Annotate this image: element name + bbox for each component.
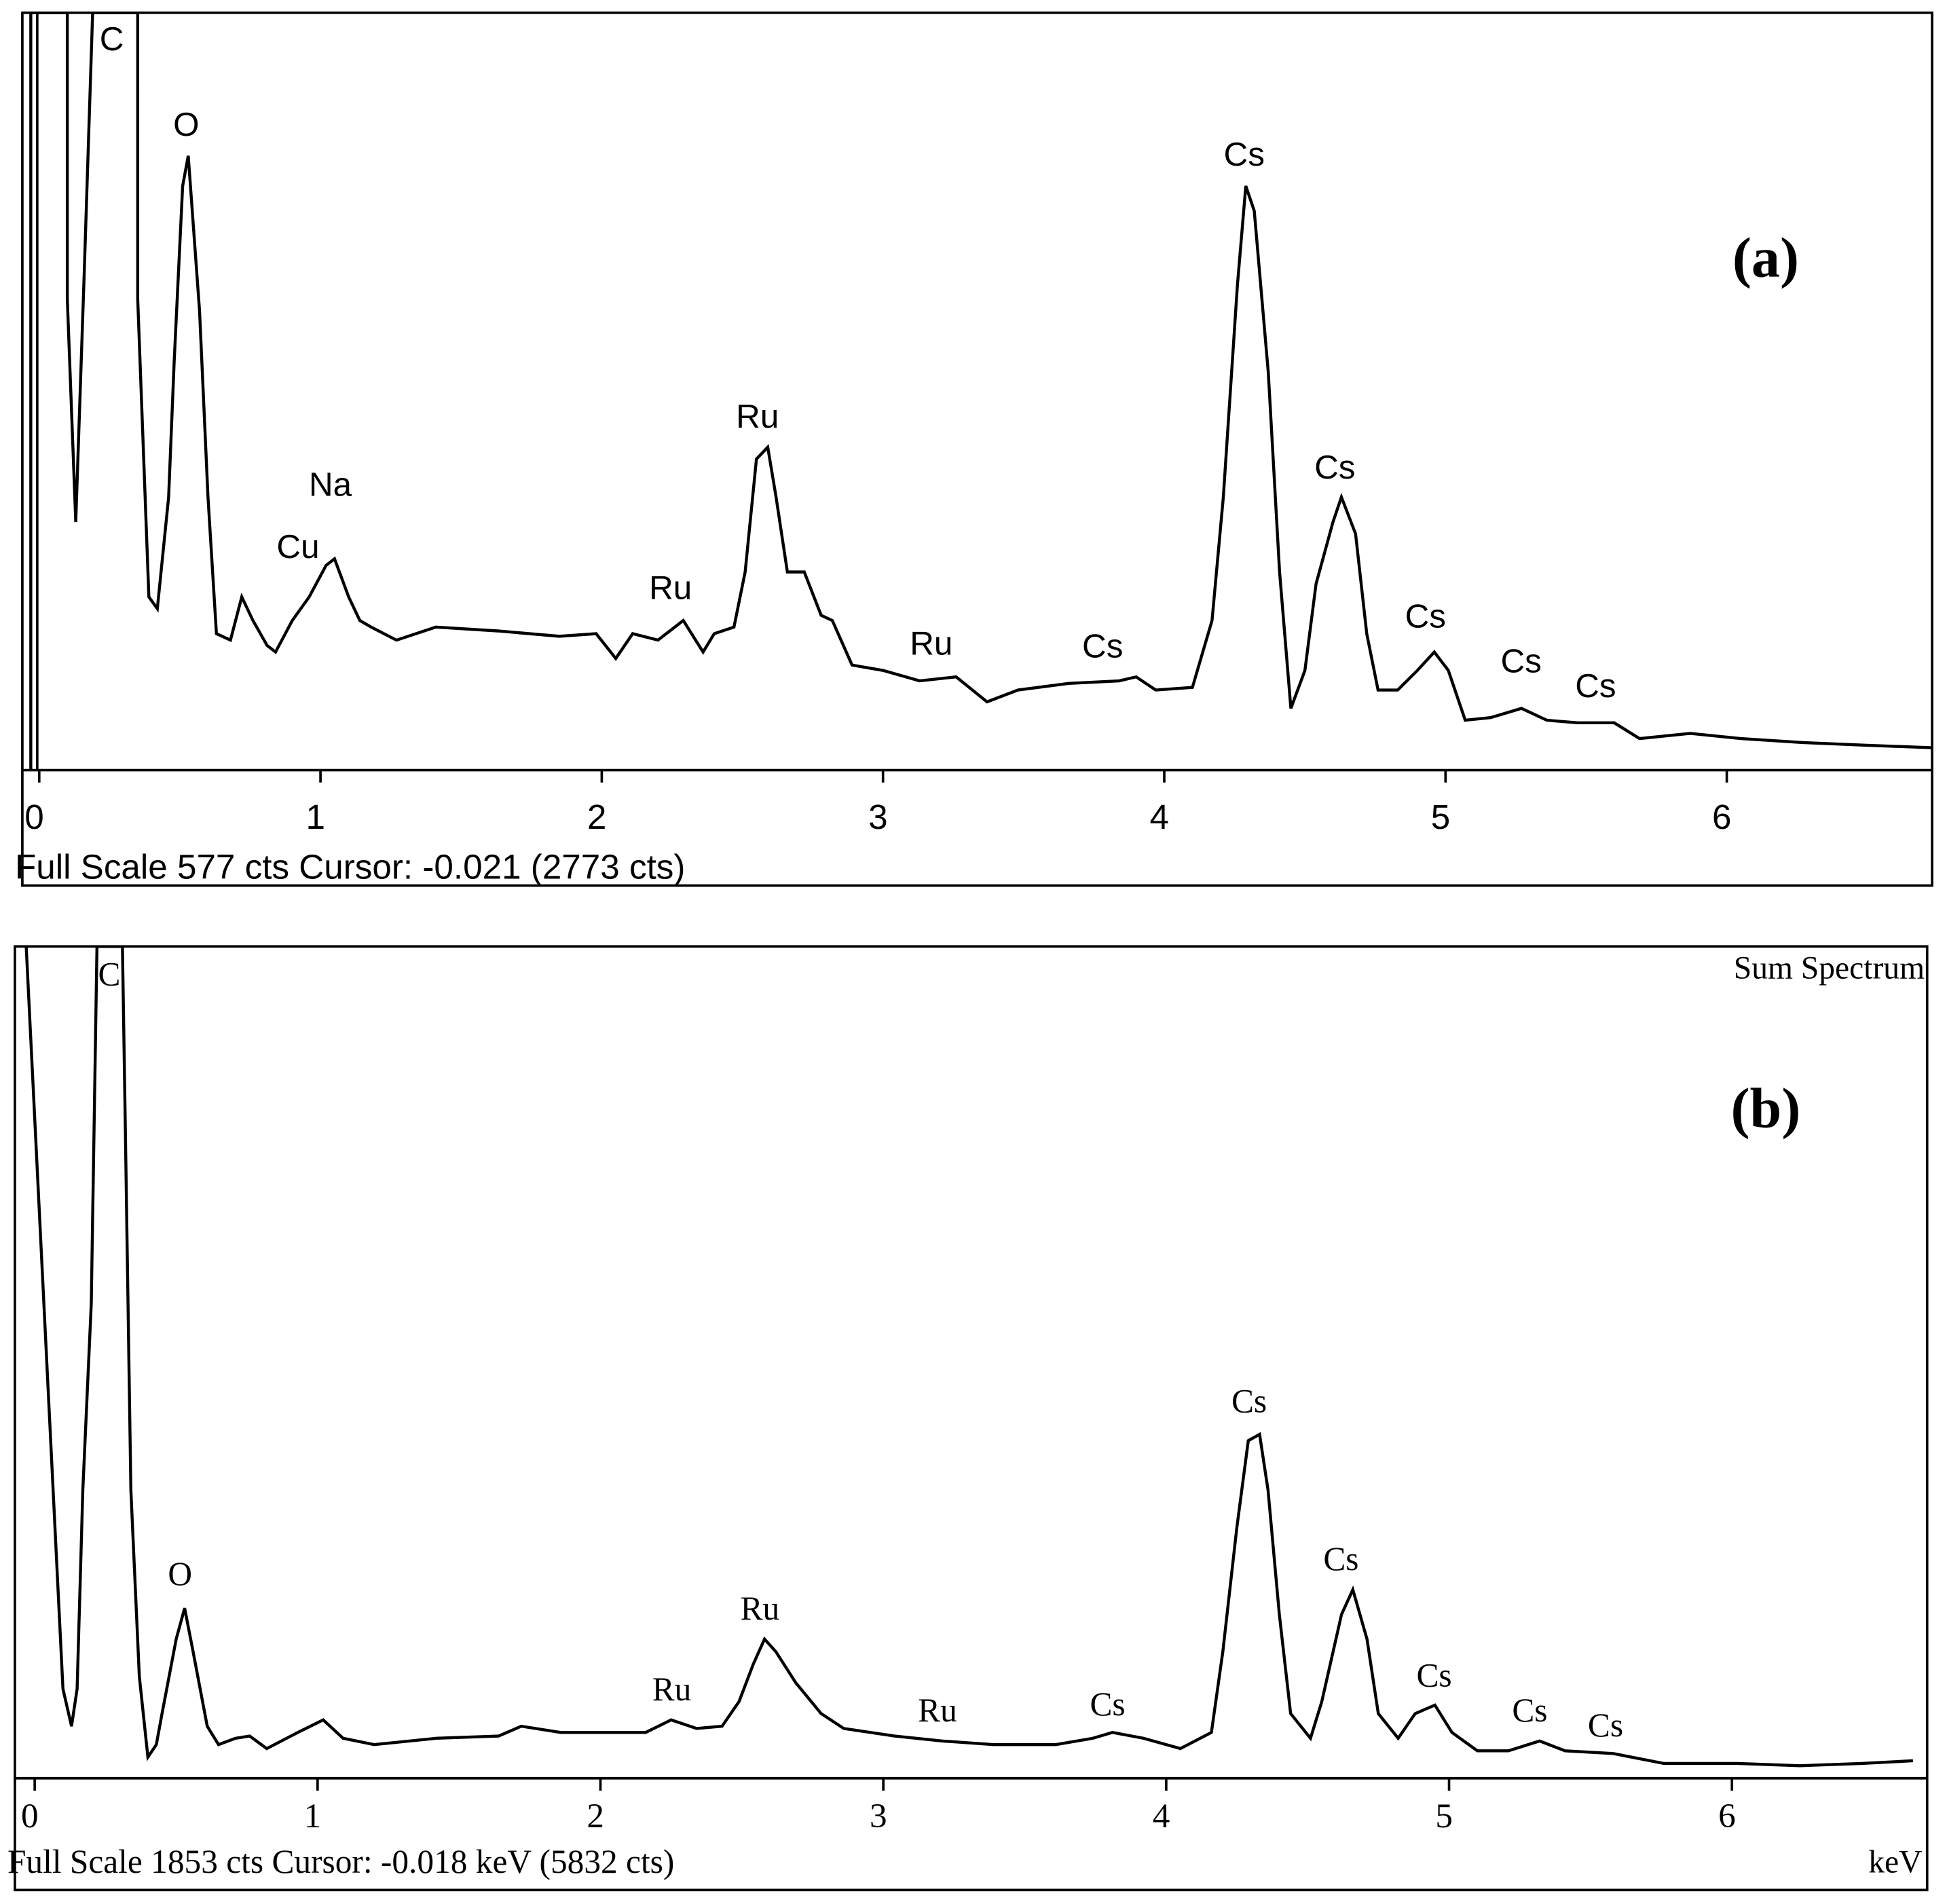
- spectrum-name: Sum Spectrum: [1734, 951, 1925, 986]
- footer-status: Full Scale 1853 cts Cursor: -0.018 keV (…: [7, 1843, 674, 1880]
- x-tick-label: 0: [24, 798, 43, 836]
- x-tick-label: 2: [587, 1797, 604, 1835]
- peak-label: Cs: [1512, 1692, 1547, 1729]
- peak-label: Cu: [276, 528, 319, 565]
- peak-label: Cs: [1314, 449, 1355, 486]
- x-tick-label: 1: [304, 1797, 322, 1835]
- peak-label: Ru: [736, 398, 779, 435]
- spectrum-line: [24, 946, 1914, 1768]
- x-tick-label: 5: [1431, 798, 1450, 836]
- spectrum-line: [29, 12, 1933, 770]
- peak-label: Cs: [1500, 642, 1541, 679]
- peak-label: Ru: [649, 569, 692, 606]
- peak-label: Cs: [1588, 1706, 1623, 1744]
- peak-label: Ru: [652, 1670, 692, 1708]
- peak-label: Cs: [1417, 1657, 1452, 1694]
- peak-label: C: [100, 20, 124, 58]
- peak-label: Ru: [741, 1590, 780, 1627]
- x-tick-label: 0: [21, 1797, 39, 1835]
- x-tick-label: 4: [1149, 798, 1168, 836]
- footer-status: Full Scale 577 cts Cursor: -0.021 (2773 …: [15, 847, 686, 886]
- peak-label: Ru: [918, 1692, 957, 1729]
- x-tick-label: 4: [1153, 1797, 1170, 1835]
- x-tick-label: 2: [587, 798, 606, 836]
- peak-label: Cs: [1231, 1383, 1267, 1420]
- plot-frame: [21, 11, 1933, 887]
- x-tick-label: 1: [306, 798, 325, 836]
- peak-label: Ru: [910, 625, 952, 662]
- peak-label: O: [168, 1555, 192, 1592]
- x-tick-label: 3: [868, 798, 887, 836]
- panel-label: (b): [1731, 1077, 1801, 1140]
- plot-frame: [14, 945, 1929, 1892]
- x-unit: keV: [1868, 1845, 1922, 1880]
- peak-label: Cs: [1405, 597, 1446, 635]
- peak-label: Cs: [1082, 627, 1123, 665]
- peak-label: C: [98, 955, 120, 992]
- peak-label: Cs: [1090, 1685, 1125, 1723]
- peak-label: Cs: [1575, 667, 1616, 705]
- peak-label: Cs: [1224, 136, 1265, 173]
- x-tick-label: 6: [1712, 798, 1731, 836]
- peak-label: Cs: [1323, 1540, 1358, 1578]
- spectrum-panel: 0 1 2 3 4 5 6 C O Na Cu Ru Ru Ru Cs Cs Cs Cs Cs Cs (a) Full S…: [15, 11, 1933, 887]
- spectrum-panel: 0 1 2 3 4 5 6 C O Ru Ru Ru Cs Cs Cs Cs Cs Cs (b) Full Scale…: [7, 945, 1929, 1892]
- x-tick-label: 6: [1718, 1797, 1736, 1835]
- x-tick-label: 5: [1435, 1797, 1453, 1835]
- panel-label: (a): [1732, 227, 1799, 290]
- x-tick-label: 3: [870, 1797, 887, 1835]
- peak-label: O: [173, 106, 199, 143]
- peak-label: Na: [309, 466, 352, 504]
